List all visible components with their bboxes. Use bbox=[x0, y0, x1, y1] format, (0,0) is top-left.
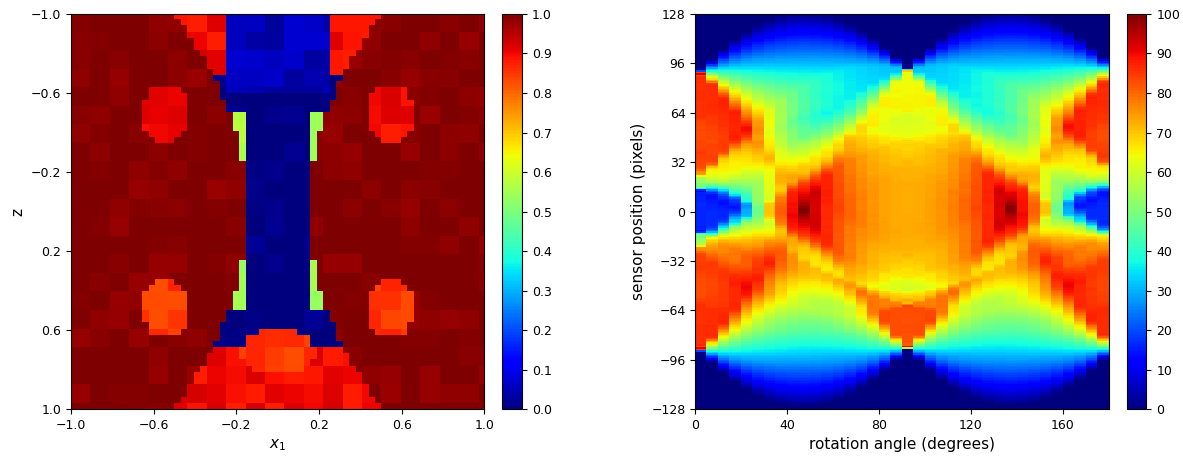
X-axis label: rotation angle (degrees): rotation angle (degrees) bbox=[809, 438, 995, 452]
Y-axis label: z: z bbox=[11, 207, 25, 216]
X-axis label: $x_1$: $x_1$ bbox=[269, 438, 286, 453]
Y-axis label: sensor position (pixels): sensor position (pixels) bbox=[631, 123, 646, 300]
